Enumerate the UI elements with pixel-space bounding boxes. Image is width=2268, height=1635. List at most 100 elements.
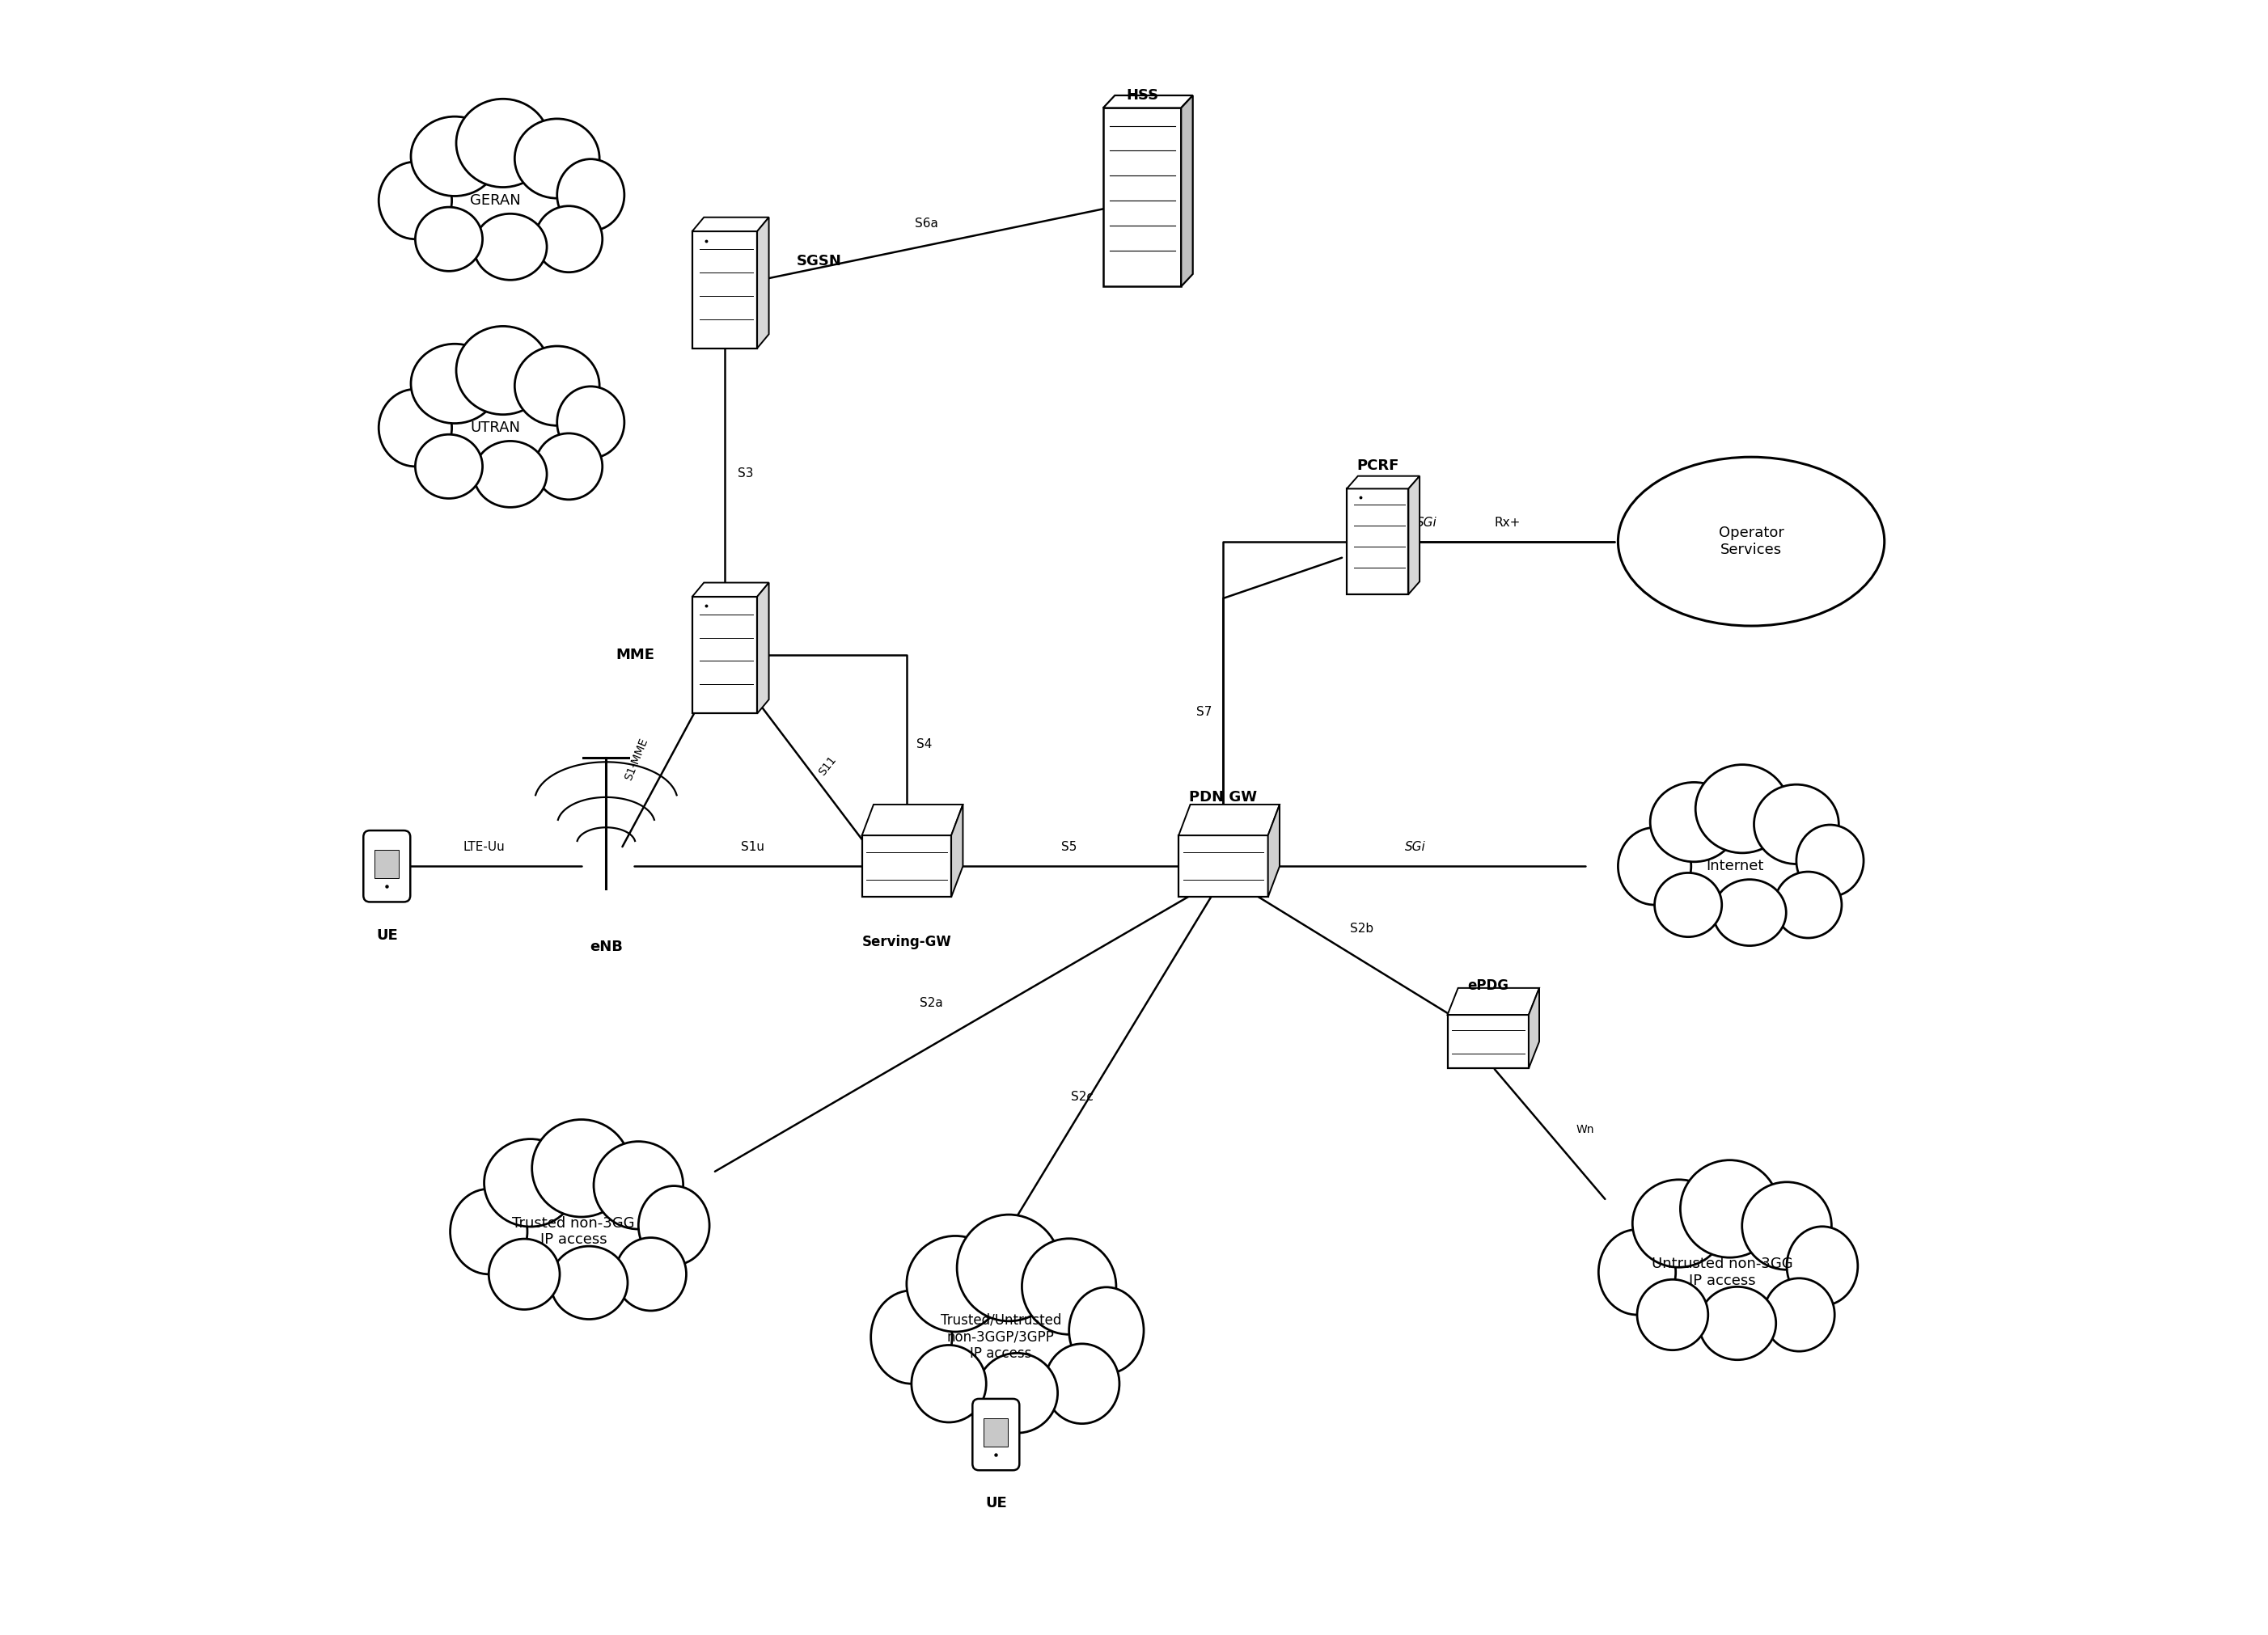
FancyBboxPatch shape <box>374 850 399 878</box>
Polygon shape <box>1102 95 1193 108</box>
Ellipse shape <box>449 1189 528 1274</box>
Ellipse shape <box>1046 1344 1120 1424</box>
Polygon shape <box>950 804 964 898</box>
Ellipse shape <box>871 1257 1132 1418</box>
FancyBboxPatch shape <box>1347 489 1408 594</box>
Ellipse shape <box>615 1238 687 1311</box>
Polygon shape <box>1179 804 1279 835</box>
Polygon shape <box>692 582 769 597</box>
Ellipse shape <box>1753 785 1839 863</box>
Text: Trusted/Untrusted
non-3GGP/3GPP
IP access: Trusted/Untrusted non-3GGP/3GPP IP acces… <box>941 1313 1061 1362</box>
Ellipse shape <box>490 1239 560 1310</box>
Text: S5: S5 <box>1061 840 1077 853</box>
Text: S2c: S2c <box>1070 1091 1093 1104</box>
Text: S4: S4 <box>916 739 932 750</box>
Ellipse shape <box>1617 800 1853 932</box>
Ellipse shape <box>1712 880 1787 945</box>
Polygon shape <box>692 217 769 231</box>
Ellipse shape <box>1068 1287 1143 1373</box>
Polygon shape <box>862 804 964 835</box>
Ellipse shape <box>1637 1280 1708 1351</box>
Text: S3: S3 <box>737 468 753 479</box>
FancyBboxPatch shape <box>692 597 758 713</box>
Ellipse shape <box>533 1120 631 1216</box>
Text: S1u: S1u <box>742 840 764 853</box>
Text: HSS: HSS <box>1125 88 1159 103</box>
Ellipse shape <box>594 1141 683 1230</box>
Ellipse shape <box>1696 765 1789 853</box>
Ellipse shape <box>379 361 612 494</box>
FancyBboxPatch shape <box>1102 108 1182 286</box>
Ellipse shape <box>415 208 483 271</box>
Ellipse shape <box>1765 1279 1835 1351</box>
Ellipse shape <box>515 347 599 425</box>
Ellipse shape <box>1742 1182 1833 1270</box>
Ellipse shape <box>1699 1287 1776 1360</box>
Ellipse shape <box>456 327 549 415</box>
Text: S2a: S2a <box>919 997 943 1009</box>
Ellipse shape <box>1796 824 1864 896</box>
Polygon shape <box>758 582 769 713</box>
Ellipse shape <box>1023 1239 1116 1334</box>
Ellipse shape <box>1656 873 1721 937</box>
Ellipse shape <box>637 1185 710 1265</box>
Polygon shape <box>1529 988 1540 1068</box>
Ellipse shape <box>1774 871 1842 938</box>
Ellipse shape <box>379 134 612 267</box>
Polygon shape <box>1347 476 1420 489</box>
Text: eNB: eNB <box>590 938 624 953</box>
Text: Internet: Internet <box>1706 858 1765 873</box>
Ellipse shape <box>1787 1226 1857 1306</box>
Text: MME: MME <box>617 647 655 662</box>
Ellipse shape <box>411 116 499 196</box>
Text: S6a: S6a <box>914 217 937 229</box>
Text: SGi: SGi <box>1415 517 1438 528</box>
Ellipse shape <box>474 441 547 507</box>
Ellipse shape <box>411 343 499 423</box>
FancyBboxPatch shape <box>973 1400 1018 1470</box>
Text: ePDG: ePDG <box>1467 978 1508 992</box>
Polygon shape <box>1408 476 1420 594</box>
Ellipse shape <box>1633 1179 1726 1267</box>
Text: UE: UE <box>984 1496 1007 1511</box>
Ellipse shape <box>474 214 547 280</box>
Text: UTRAN: UTRAN <box>469 420 522 435</box>
Text: Operator
Services: Operator Services <box>1719 526 1785 558</box>
Text: Untrusted non-3GG
IP access: Untrusted non-3GG IP access <box>1651 1256 1792 1288</box>
Text: S1-MME: S1-MME <box>624 736 651 782</box>
Ellipse shape <box>978 1354 1057 1432</box>
Text: PCRF: PCRF <box>1356 459 1399 473</box>
Text: Rx+: Rx+ <box>1495 517 1520 528</box>
Polygon shape <box>1182 95 1193 286</box>
Text: S2b: S2b <box>1349 922 1372 935</box>
Ellipse shape <box>558 386 624 458</box>
Ellipse shape <box>535 206 603 273</box>
Text: Wn: Wn <box>1576 1123 1594 1135</box>
FancyBboxPatch shape <box>1179 835 1268 898</box>
Ellipse shape <box>907 1236 1005 1333</box>
Ellipse shape <box>957 1215 1061 1321</box>
Ellipse shape <box>449 1159 696 1305</box>
Text: SGi: SGi <box>1404 840 1424 853</box>
Text: SGSN: SGSN <box>796 253 841 268</box>
Ellipse shape <box>515 119 599 198</box>
Ellipse shape <box>1617 827 1692 904</box>
Text: UE: UE <box>376 929 397 942</box>
Text: GERAN: GERAN <box>469 193 522 208</box>
Ellipse shape <box>1651 782 1737 862</box>
Text: Serving-GW: Serving-GW <box>862 935 950 948</box>
Ellipse shape <box>456 98 549 188</box>
Ellipse shape <box>871 1290 953 1383</box>
FancyBboxPatch shape <box>862 835 950 898</box>
Ellipse shape <box>1599 1198 1846 1346</box>
FancyBboxPatch shape <box>1447 1015 1529 1068</box>
Ellipse shape <box>415 435 483 499</box>
Ellipse shape <box>558 159 624 231</box>
Ellipse shape <box>1599 1230 1676 1315</box>
Text: LTE-Uu: LTE-Uu <box>463 840 506 853</box>
Ellipse shape <box>1681 1161 1778 1257</box>
Ellipse shape <box>551 1246 628 1319</box>
Ellipse shape <box>1617 458 1885 626</box>
Polygon shape <box>758 217 769 348</box>
FancyBboxPatch shape <box>692 231 758 348</box>
